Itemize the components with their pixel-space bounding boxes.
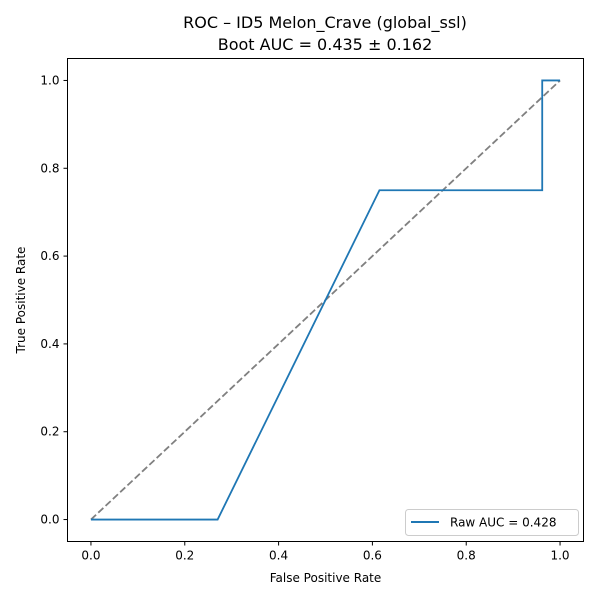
y-tick-label: 0.8 [40, 161, 59, 175]
y-tick-label: 0.6 [40, 249, 59, 263]
y-tick-label: 0.2 [40, 425, 59, 439]
y-axis-ticks: 0.0 0.2 0.4 0.6 0.8 1.0 [40, 73, 68, 527]
x-tick-label: 0.6 [363, 549, 382, 563]
y-tick-label: 0.0 [40, 513, 59, 527]
series-layer [90, 79, 561, 521]
legend-frame [405, 509, 579, 536]
x-axis-label: False Positive Rate [270, 571, 382, 585]
x-tick-label: 0.8 [457, 549, 476, 563]
chart-title: ROC – ID5 Melon_Crave (global_ssl) [183, 13, 467, 33]
plot-area: 0.0 0.2 0.4 0.6 0.8 1.0 0.0 0.2 0.4 0.6 0.8 1.0 [40, 58, 584, 563]
roc-curve-line [90, 79, 561, 521]
x-tick-label: 0.4 [269, 549, 288, 563]
x-tick-label: 1.0 [550, 549, 569, 563]
y-tick-label: 0.4 [40, 337, 59, 351]
y-axis-label: True Positive Rate [14, 247, 28, 355]
legend: Raw AUC = 0.428 [405, 509, 579, 536]
chart-subtitle: Boot AUC = 0.435 ± 0.162 [218, 35, 433, 54]
x-tick-label: 0.2 [175, 549, 194, 563]
x-tick-label: 0.0 [81, 549, 100, 563]
legend-label-raw-auc: Raw AUC = 0.428 [450, 516, 556, 530]
y-tick-label: 1.0 [40, 73, 59, 87]
x-axis-ticks: 0.0 0.2 0.4 0.6 0.8 1.0 [81, 541, 570, 563]
